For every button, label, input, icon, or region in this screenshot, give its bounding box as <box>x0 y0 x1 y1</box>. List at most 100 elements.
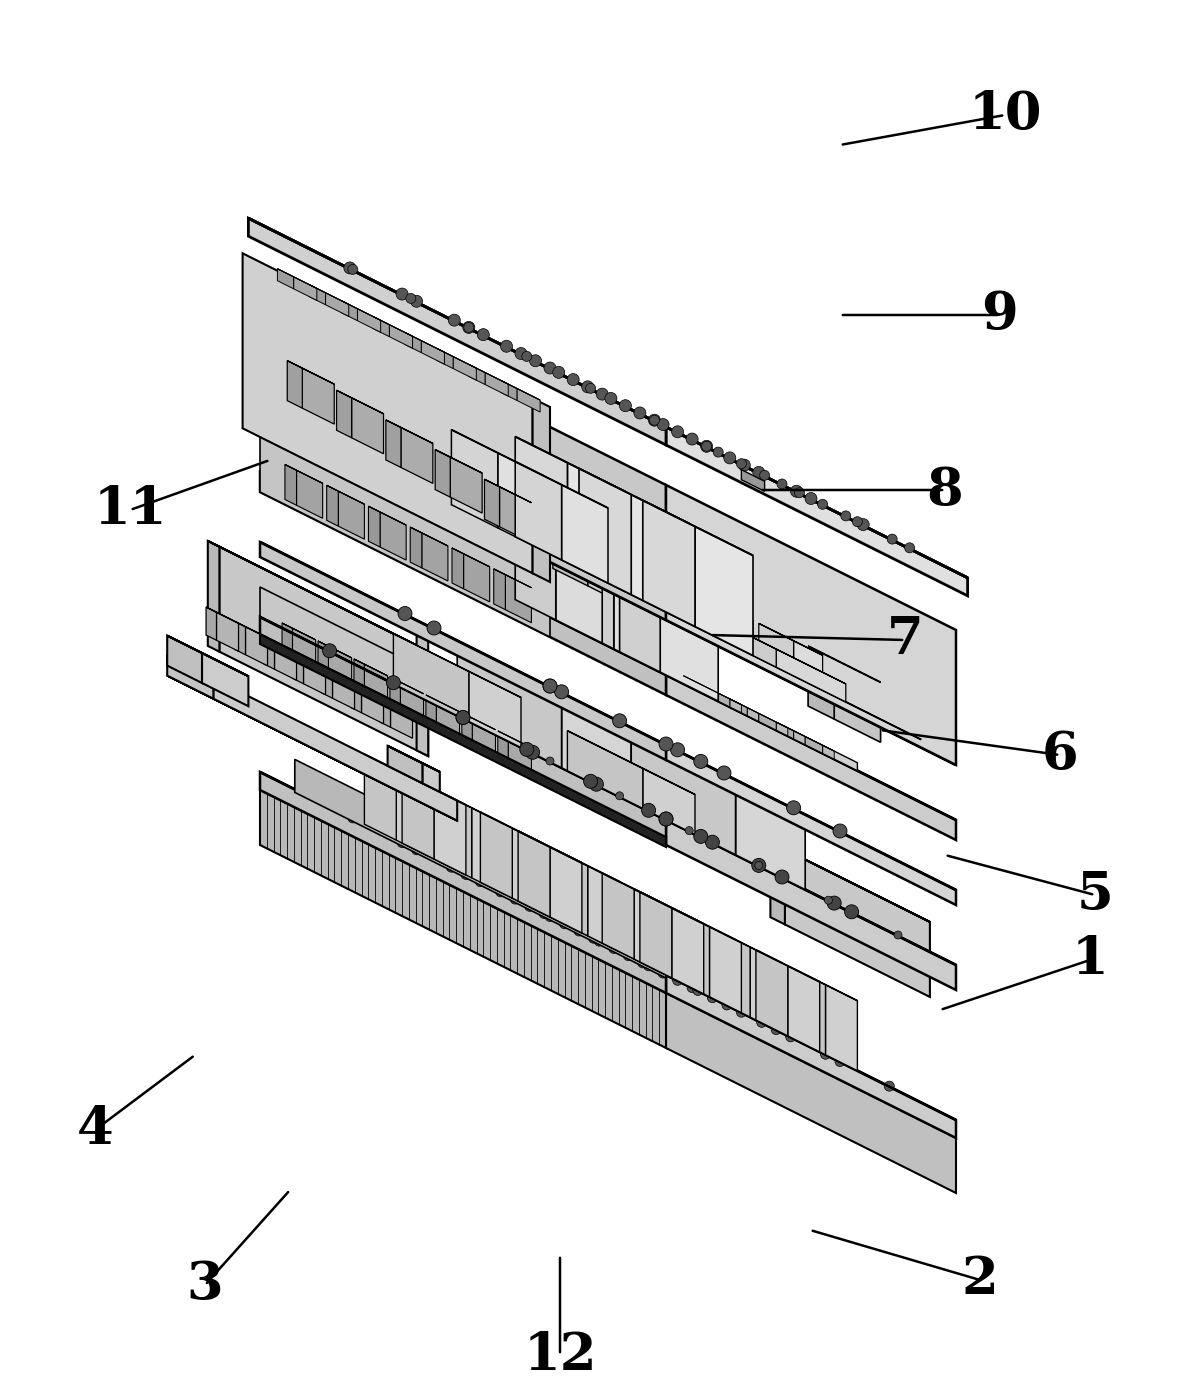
Polygon shape <box>352 679 384 696</box>
Polygon shape <box>631 732 805 820</box>
Circle shape <box>659 812 672 825</box>
Polygon shape <box>393 633 469 721</box>
Polygon shape <box>260 773 666 992</box>
Polygon shape <box>260 791 666 1048</box>
Circle shape <box>510 894 520 903</box>
Circle shape <box>552 366 564 379</box>
Polygon shape <box>260 773 956 1121</box>
Polygon shape <box>620 541 661 672</box>
Polygon shape <box>336 390 352 438</box>
Polygon shape <box>671 908 703 994</box>
Polygon shape <box>703 924 735 1009</box>
Polygon shape <box>516 462 608 508</box>
Circle shape <box>824 896 833 905</box>
Polygon shape <box>440 792 504 824</box>
Circle shape <box>671 426 683 438</box>
Text: 7: 7 <box>886 614 923 665</box>
Polygon shape <box>410 528 448 546</box>
Circle shape <box>555 685 569 699</box>
Polygon shape <box>556 851 588 935</box>
Polygon shape <box>620 541 719 592</box>
Polygon shape <box>260 283 666 619</box>
Circle shape <box>544 362 556 374</box>
Polygon shape <box>666 905 697 991</box>
Polygon shape <box>634 889 666 974</box>
Circle shape <box>463 323 474 333</box>
Polygon shape <box>770 842 930 922</box>
Polygon shape <box>437 348 476 367</box>
Polygon shape <box>634 889 697 922</box>
Circle shape <box>754 862 763 870</box>
Polygon shape <box>666 484 956 766</box>
Polygon shape <box>434 789 466 876</box>
Polygon shape <box>695 526 753 656</box>
Polygon shape <box>756 949 788 1036</box>
Polygon shape <box>785 849 930 997</box>
Polygon shape <box>206 607 239 624</box>
Polygon shape <box>423 763 440 792</box>
Polygon shape <box>550 846 582 933</box>
Polygon shape <box>602 873 666 905</box>
Polygon shape <box>776 722 794 739</box>
Polygon shape <box>260 617 956 965</box>
Polygon shape <box>719 931 750 1018</box>
Polygon shape <box>322 665 354 681</box>
Text: 9: 9 <box>981 290 1018 341</box>
Polygon shape <box>518 831 582 863</box>
Circle shape <box>821 1050 830 1059</box>
Polygon shape <box>260 587 550 786</box>
Circle shape <box>672 976 683 986</box>
Polygon shape <box>417 625 428 756</box>
Polygon shape <box>367 461 417 486</box>
Polygon shape <box>808 646 834 720</box>
Polygon shape <box>596 870 628 956</box>
Circle shape <box>884 1082 895 1091</box>
Polygon shape <box>390 677 424 693</box>
Polygon shape <box>666 675 956 839</box>
Polygon shape <box>776 722 788 736</box>
Polygon shape <box>776 722 805 736</box>
Circle shape <box>737 459 746 469</box>
Circle shape <box>456 710 470 724</box>
Circle shape <box>718 766 731 780</box>
Polygon shape <box>302 367 334 425</box>
Text: 10: 10 <box>968 89 1042 141</box>
Circle shape <box>543 679 557 693</box>
Polygon shape <box>387 746 440 773</box>
Polygon shape <box>390 324 412 348</box>
Polygon shape <box>556 851 620 881</box>
Circle shape <box>753 466 765 479</box>
Polygon shape <box>309 432 324 454</box>
Polygon shape <box>640 892 671 979</box>
Polygon shape <box>260 541 956 889</box>
Polygon shape <box>808 646 880 682</box>
Polygon shape <box>568 731 643 809</box>
Circle shape <box>615 792 624 800</box>
Polygon shape <box>365 754 428 786</box>
Polygon shape <box>260 633 666 846</box>
Polygon shape <box>387 746 423 784</box>
Polygon shape <box>499 487 531 543</box>
Polygon shape <box>402 773 434 859</box>
Polygon shape <box>518 831 550 917</box>
Polygon shape <box>293 277 317 301</box>
Circle shape <box>447 862 456 873</box>
Circle shape <box>594 937 605 947</box>
Polygon shape <box>794 640 822 690</box>
Circle shape <box>525 902 535 912</box>
Circle shape <box>539 909 549 919</box>
Polygon shape <box>494 569 505 610</box>
Circle shape <box>785 1031 796 1041</box>
Polygon shape <box>671 908 703 994</box>
Circle shape <box>817 500 828 509</box>
Polygon shape <box>451 548 489 567</box>
Polygon shape <box>365 754 397 841</box>
Circle shape <box>895 931 902 940</box>
Circle shape <box>795 487 804 498</box>
Polygon shape <box>756 949 788 1036</box>
Polygon shape <box>747 707 759 721</box>
Circle shape <box>638 958 647 967</box>
Circle shape <box>586 383 595 394</box>
Circle shape <box>805 493 817 504</box>
Polygon shape <box>826 984 858 1070</box>
